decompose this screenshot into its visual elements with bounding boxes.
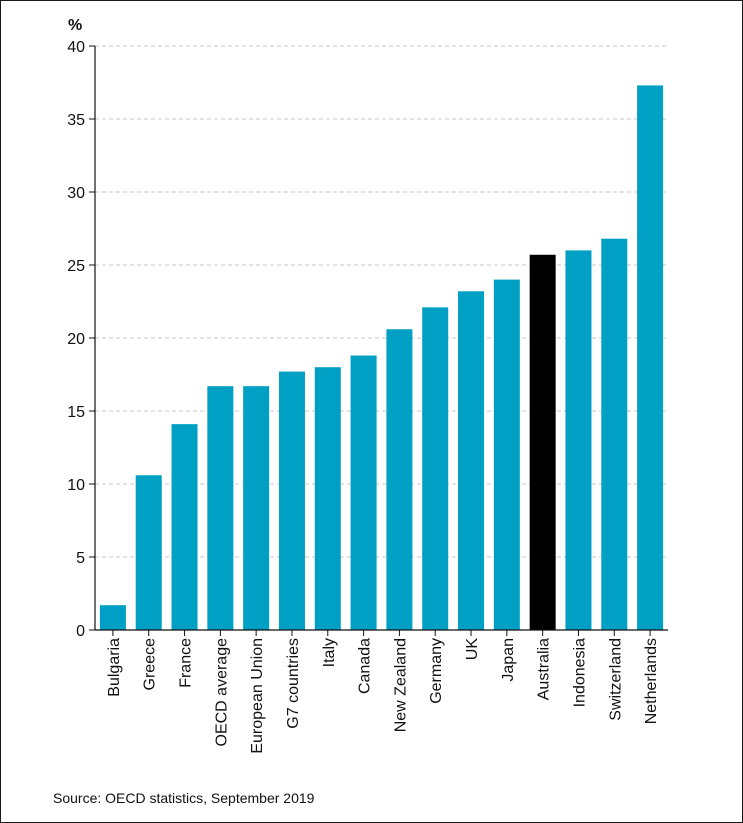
x-tick-label: Canada: [357, 638, 374, 694]
bar-france: [171, 424, 198, 630]
y-tick-label: 0: [76, 623, 85, 640]
x-tick-label: European Union: [249, 638, 266, 754]
x-tick-label: Bulgaria: [106, 638, 123, 697]
source-note: Source: OECD statistics, September 2019: [53, 790, 315, 806]
y-tick-label: 25: [67, 258, 85, 275]
y-tick-label: 40: [67, 39, 85, 56]
x-tick-labels: Bulgaria Greece France OECD average European…: [106, 630, 660, 754]
x-tick-label: Switzerland: [607, 638, 624, 721]
bar-european-union: [243, 386, 270, 630]
y-axis-unit-label: %: [68, 17, 82, 34]
x-tick-label: Indonesia: [571, 638, 588, 707]
x-tick-label: UK: [464, 638, 481, 661]
bar-greece: [135, 475, 162, 630]
bar-uk: [458, 291, 485, 630]
x-tick-label: G7 countries: [285, 638, 302, 729]
bar-bulgaria: [99, 605, 126, 630]
bar-japan: [493, 279, 520, 630]
x-tick-label: Greece: [142, 638, 159, 691]
x-tick-label: France: [178, 638, 195, 688]
bar-indonesia: [565, 250, 592, 630]
bar-canada: [350, 355, 377, 630]
bar-oecd-average: [207, 386, 234, 630]
y-tick-label: 10: [67, 477, 85, 494]
x-tick-label: Netherlands: [643, 638, 660, 724]
bar-germany: [422, 307, 449, 630]
bar-g7-countries: [278, 371, 305, 630]
y-tick-label: 35: [67, 112, 85, 129]
x-tick-label: Italy: [321, 638, 338, 667]
bar-switzerland: [601, 238, 628, 630]
bar-netherlands: [637, 85, 664, 631]
x-tick-label: New Zealand: [392, 638, 409, 732]
y-tick-label: 15: [67, 404, 85, 421]
bar-new-zealand: [386, 329, 413, 630]
x-tick-label: Germany: [428, 638, 445, 704]
y-tick-labels: 0 5 10 15 20 25 30 35 40: [67, 39, 85, 640]
x-tick-label: Australia: [536, 638, 553, 700]
axes: [94, 46, 668, 631]
y-tick-label: 5: [76, 550, 85, 567]
bar-italy: [314, 367, 341, 630]
x-tick-label: Japan: [500, 638, 517, 682]
y-tick-label: 30: [67, 185, 85, 202]
y-tick-label: 20: [67, 331, 85, 348]
x-tick-label: OECD average: [213, 638, 230, 747]
bars: [99, 85, 664, 631]
bar-australia: [529, 254, 556, 630]
